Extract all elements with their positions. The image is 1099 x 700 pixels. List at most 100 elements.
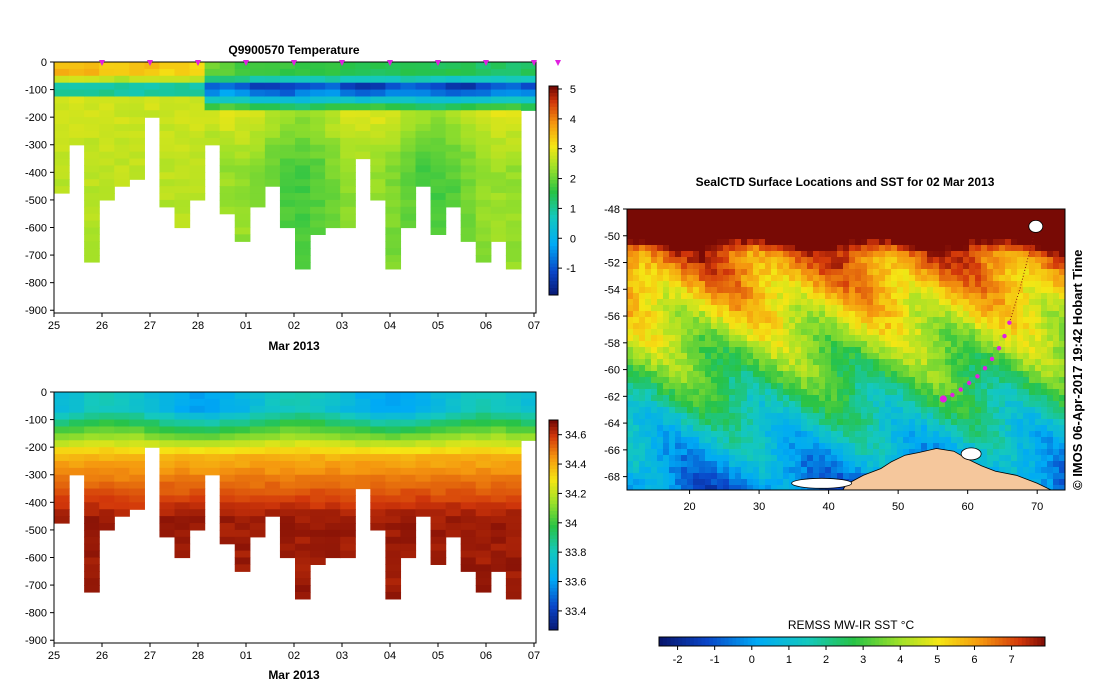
sst-cell bbox=[651, 407, 658, 414]
sst-cell bbox=[705, 347, 712, 354]
sst-cell bbox=[843, 455, 850, 462]
sst-cell bbox=[1059, 305, 1065, 312]
sst-cell bbox=[675, 479, 682, 486]
sst-cell bbox=[891, 431, 898, 438]
salinity-cell bbox=[114, 467, 130, 476]
salinity-cell bbox=[219, 392, 236, 400]
sst-cell bbox=[669, 335, 676, 342]
salinity-cell bbox=[505, 426, 522, 434]
sst-cell bbox=[879, 239, 886, 246]
sst-cell bbox=[1053, 329, 1060, 336]
salinity-cell bbox=[189, 392, 206, 400]
sst-cell bbox=[963, 401, 970, 408]
sst-cell bbox=[633, 293, 640, 300]
sst-cell bbox=[825, 443, 832, 450]
sst-cell bbox=[693, 305, 700, 312]
salinity-cell bbox=[264, 392, 281, 400]
salinity-cell bbox=[234, 426, 251, 434]
sst-cell bbox=[861, 233, 868, 240]
sst-cell bbox=[981, 383, 988, 390]
sst-cell bbox=[687, 251, 694, 258]
salinity-cell bbox=[279, 467, 296, 476]
sst-cell bbox=[1059, 275, 1065, 282]
sst-cell bbox=[873, 317, 880, 324]
sst-cell bbox=[729, 407, 736, 414]
sst-cell bbox=[639, 221, 646, 228]
sst-cell bbox=[1023, 239, 1030, 246]
sst-cell bbox=[1035, 395, 1042, 402]
sst-cell bbox=[1053, 353, 1060, 360]
sst-cell bbox=[1041, 209, 1048, 216]
sst-cell bbox=[891, 245, 898, 252]
sst-cell bbox=[933, 395, 940, 402]
sst-cell bbox=[975, 407, 982, 414]
sst-cell bbox=[687, 401, 694, 408]
sst-cell bbox=[825, 263, 832, 270]
temperature-cell bbox=[475, 103, 492, 111]
sst-cell bbox=[1053, 341, 1060, 348]
salinity-cell bbox=[370, 488, 386, 497]
sst-cell bbox=[1041, 443, 1048, 450]
sst-cell bbox=[795, 251, 802, 258]
sst-cell bbox=[729, 335, 736, 342]
sst-cell bbox=[753, 443, 760, 450]
sst-cell bbox=[873, 341, 880, 348]
temperature-colorbar-segment bbox=[549, 169, 558, 174]
sst-cell bbox=[921, 407, 928, 414]
sst-cell bbox=[753, 221, 760, 228]
sst-cell bbox=[1035, 359, 1042, 366]
sst-cell bbox=[813, 359, 820, 366]
sst-cell bbox=[657, 341, 664, 348]
salinity-cell bbox=[144, 426, 161, 434]
sst-cell bbox=[957, 251, 964, 258]
salinity-cell bbox=[159, 467, 176, 476]
salinity-cell bbox=[189, 447, 206, 455]
sst-cell bbox=[885, 269, 892, 276]
sst-cell bbox=[1053, 443, 1060, 450]
sst-cell bbox=[933, 317, 940, 324]
sst-cell bbox=[1011, 407, 1018, 414]
temperature-cell bbox=[355, 124, 371, 132]
sst-cell bbox=[957, 233, 964, 240]
sst-cell bbox=[969, 425, 976, 432]
sst-cell bbox=[687, 323, 694, 330]
salinity-cell bbox=[430, 529, 447, 538]
sst-cell bbox=[897, 341, 904, 348]
sst-cell bbox=[891, 341, 898, 348]
sst-cell bbox=[939, 317, 946, 324]
temperature-colorbar-segment bbox=[549, 152, 558, 157]
sst-cell bbox=[663, 419, 670, 426]
sst-cell bbox=[723, 449, 730, 456]
sst-cell bbox=[723, 251, 730, 258]
sst-cell bbox=[633, 401, 640, 408]
sst-cell bbox=[669, 221, 676, 228]
sst-cell bbox=[741, 467, 748, 474]
temperature-cell bbox=[84, 82, 100, 91]
sst-cell bbox=[747, 245, 754, 252]
temperature-cell bbox=[204, 62, 221, 70]
salinity-cell bbox=[295, 495, 311, 503]
sst-cell bbox=[663, 359, 670, 366]
salinity-cell bbox=[129, 474, 145, 483]
sst-cell bbox=[1059, 371, 1065, 378]
sst-cell bbox=[789, 281, 796, 288]
sst-cell bbox=[753, 275, 760, 282]
temperature-cell bbox=[310, 199, 326, 208]
sst-cell bbox=[681, 419, 688, 426]
sst-cell bbox=[651, 431, 658, 438]
sst-cell bbox=[699, 377, 706, 384]
sst-cell bbox=[933, 275, 940, 282]
sst-cell bbox=[795, 221, 802, 228]
sst-cell bbox=[1023, 329, 1030, 336]
sst-cell bbox=[681, 221, 688, 228]
temperature-cell bbox=[460, 227, 477, 235]
temperature-cell bbox=[460, 89, 477, 98]
sst-cell bbox=[945, 389, 952, 396]
sst-cell bbox=[777, 221, 784, 228]
profile-marker bbox=[531, 60, 537, 66]
salinity-cell bbox=[370, 419, 386, 428]
sst-cell bbox=[699, 275, 706, 282]
sst-cell bbox=[999, 407, 1006, 414]
sst-cell bbox=[903, 449, 910, 456]
sst-cell bbox=[729, 323, 736, 330]
